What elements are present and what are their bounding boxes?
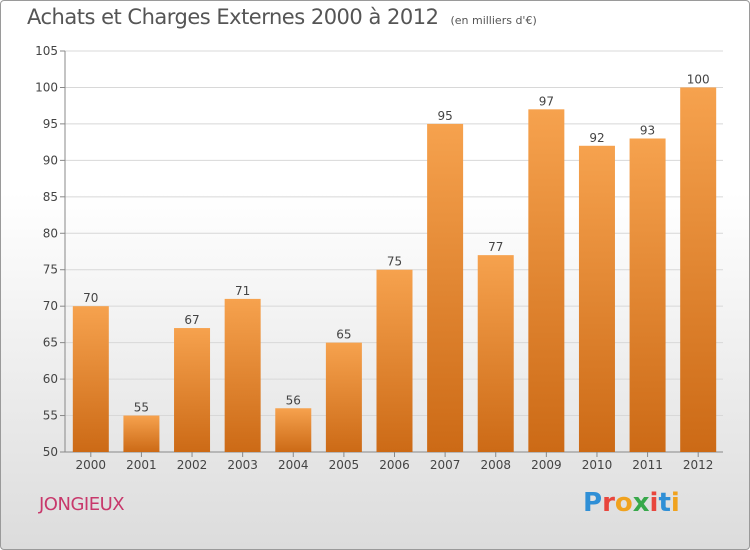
bar bbox=[629, 138, 666, 452]
y-tick-label: 100 bbox=[35, 80, 58, 94]
bar bbox=[680, 87, 717, 453]
bar-value-label: 70 bbox=[83, 291, 98, 305]
bar bbox=[325, 342, 362, 452]
x-tick-label: 2004 bbox=[278, 458, 309, 472]
y-tick-label: 95 bbox=[43, 117, 58, 131]
proxiti-logo: Proxiti bbox=[583, 488, 680, 518]
y-tick-label: 90 bbox=[43, 153, 58, 167]
chart-title: Achats et Charges Externes 2000 à 2012 (e… bbox=[27, 5, 537, 29]
bar-value-label: 95 bbox=[437, 109, 452, 123]
y-tick-label: 65 bbox=[43, 336, 58, 350]
y-tick-label: 60 bbox=[43, 372, 58, 386]
y-tick-label: 70 bbox=[43, 299, 58, 313]
bar-value-label: 67 bbox=[184, 313, 199, 327]
bar-value-label: 55 bbox=[134, 401, 149, 415]
y-tick-label: 50 bbox=[43, 445, 58, 459]
bar bbox=[578, 145, 615, 453]
y-tick-label: 105 bbox=[35, 44, 58, 58]
y-tick-label: 75 bbox=[43, 263, 58, 277]
bar-value-label: 77 bbox=[488, 240, 503, 254]
x-tick-label: 2008 bbox=[480, 458, 511, 472]
y-tick-label: 80 bbox=[43, 226, 58, 240]
bar bbox=[477, 255, 514, 452]
bar-value-label: 97 bbox=[539, 94, 554, 108]
x-tick-label: 2009 bbox=[531, 458, 562, 472]
bar bbox=[123, 415, 160, 452]
x-tick-label: 2005 bbox=[329, 458, 360, 472]
bar bbox=[376, 269, 413, 452]
x-tick-label: 2007 bbox=[430, 458, 461, 472]
bar-value-label: 71 bbox=[235, 284, 250, 298]
x-tick-label: 2011 bbox=[632, 458, 663, 472]
bar bbox=[528, 109, 565, 452]
x-tick-label: 2001 bbox=[126, 458, 157, 472]
bar-value-label: 93 bbox=[640, 123, 655, 137]
bar-value-label: 56 bbox=[286, 393, 301, 407]
chart-title-text: Achats et Charges Externes 2000 à 2012 bbox=[27, 5, 439, 29]
x-tick-label: 2002 bbox=[177, 458, 208, 472]
x-tick-label: 2003 bbox=[227, 458, 258, 472]
bar-value-label: 92 bbox=[589, 131, 604, 145]
x-tick-label: 2012 bbox=[683, 458, 714, 472]
chart-unit-note: (en milliers d'€) bbox=[450, 14, 537, 27]
data-labels: 70 55 67 71 56 65 75 95 77 97 92 93 100 bbox=[83, 72, 709, 414]
x-tick-label: 2000 bbox=[76, 458, 107, 472]
bar bbox=[174, 328, 211, 452]
bars bbox=[72, 87, 717, 453]
bar bbox=[427, 123, 464, 452]
x-tick-label: 2010 bbox=[582, 458, 613, 472]
bar-value-label: 100 bbox=[687, 72, 710, 86]
bar bbox=[72, 306, 109, 452]
commune-name: JONGIEUX bbox=[39, 494, 125, 515]
bar bbox=[275, 408, 312, 452]
x-tick-label: 2006 bbox=[379, 458, 410, 472]
y-tick-label: 55 bbox=[43, 409, 58, 423]
bar bbox=[224, 298, 261, 452]
bar-value-label: 75 bbox=[387, 255, 402, 269]
bar-value-label: 65 bbox=[336, 328, 351, 342]
y-tick-label: 85 bbox=[43, 190, 58, 204]
